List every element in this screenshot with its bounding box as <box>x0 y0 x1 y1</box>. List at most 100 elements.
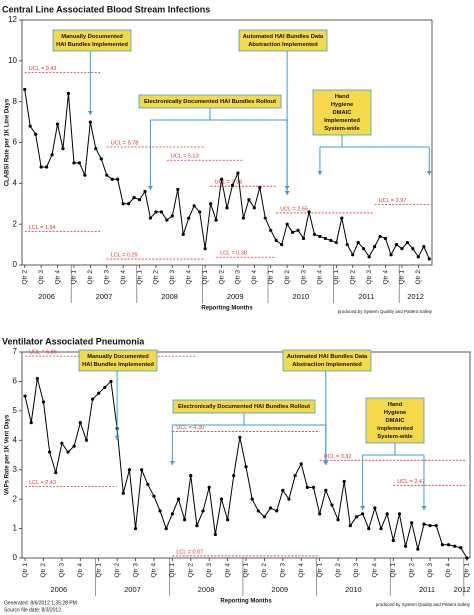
year-label: 2006 <box>38 292 55 301</box>
data-point <box>183 518 187 522</box>
data-point <box>187 216 191 220</box>
x-tick-label: Qtr 2 <box>284 270 291 285</box>
y-tick-label: 0 <box>13 260 18 269</box>
x-tick-label: Qtr 1 <box>202 270 209 285</box>
data-point <box>158 509 162 513</box>
x-tick-label: Qtr 4 <box>54 270 61 285</box>
control-limit-label: UCL = 3.86 <box>215 180 243 186</box>
data-point <box>55 122 60 126</box>
y-tick-label: 12 <box>8 15 17 24</box>
data-point <box>23 87 27 92</box>
annotation-text: HAI Bundles Implemented <box>82 362 154 368</box>
data-point <box>170 214 174 218</box>
x-tick-label: Qtr 2 <box>153 270 160 285</box>
data-point <box>405 240 409 245</box>
annotation-text: Implemented <box>324 118 360 124</box>
control-limit-label: LCL = 0.38 <box>220 251 247 257</box>
data-point <box>236 171 240 175</box>
data-point <box>428 524 432 528</box>
arrow-head <box>360 506 366 510</box>
control-limit-label: LCL = 0.29 <box>111 253 138 259</box>
data-point <box>305 485 309 489</box>
y-tick-label: 3 <box>13 465 18 474</box>
year-label: 2009 <box>271 585 288 594</box>
x-tick-label: Qtr 1 <box>169 563 176 578</box>
data-point <box>203 247 207 251</box>
data-point <box>367 255 371 259</box>
x-tick-label: Qtr 2 <box>349 270 356 285</box>
data-point <box>252 206 256 210</box>
data-point <box>453 544 457 548</box>
annotation: Hand Hygiene DMAIC Implemented System-wide <box>360 397 427 510</box>
data-point <box>232 474 236 478</box>
data-point <box>281 488 285 492</box>
year-label: 2012 <box>407 292 424 301</box>
arrow-head <box>317 171 323 175</box>
arrow-head <box>421 506 427 510</box>
annotation-text: Automated HAI Bundles Data <box>287 354 368 360</box>
data-point <box>329 238 333 243</box>
data-point <box>336 518 340 522</box>
data-point <box>176 187 180 192</box>
data-point <box>334 240 338 245</box>
data-point <box>307 210 311 214</box>
arrow-head <box>114 436 120 440</box>
x-tick-label: Qtr 4 <box>445 563 452 578</box>
control-limit-label: LCL = 2.43 <box>29 480 56 486</box>
data-point <box>201 509 205 513</box>
data-point <box>29 421 33 425</box>
data-point <box>137 198 142 202</box>
y-tick-label: 1 <box>13 524 18 533</box>
generated-note: Generated: 8/6/2012 1:35:28 PM <box>4 600 77 606</box>
data-point <box>219 497 224 501</box>
data-point <box>225 518 230 522</box>
data-point <box>209 202 213 206</box>
data-point <box>385 512 389 516</box>
annotation-box <box>312 89 372 136</box>
data-point <box>132 196 136 200</box>
data-point <box>41 400 46 404</box>
x-tick-label: Qtr 1 <box>136 270 143 285</box>
y-tick-label: 8 <box>13 97 18 106</box>
control-limit-label: UCL = 5.13 <box>171 154 199 160</box>
data-point <box>427 257 431 261</box>
data-point <box>416 547 420 551</box>
chart-title: Ventilator Associated Pneumonia <box>2 336 145 346</box>
year-label: 2011 <box>358 292 374 301</box>
x-tick-label: Qtr 2 <box>335 563 342 578</box>
data-point <box>312 232 317 236</box>
x-tick-label: Qtr 3 <box>206 563 213 578</box>
data-point <box>103 385 107 389</box>
annotation-text: Electronically Documented HAI Bundles Ro… <box>178 404 310 410</box>
data-point <box>416 255 420 259</box>
annotation-text: DMAIC <box>333 110 353 116</box>
data-point <box>285 222 289 226</box>
data-point <box>176 497 181 501</box>
annotation-text: System-wide <box>377 434 413 440</box>
annotation-box <box>138 94 282 109</box>
data-point <box>354 515 359 519</box>
data-point <box>45 165 49 169</box>
data-point <box>207 485 211 489</box>
data-point <box>446 543 451 547</box>
data-point <box>247 198 251 202</box>
x-tick-label: Qtr 2 <box>87 270 94 285</box>
y-tick-label: 2 <box>13 494 18 503</box>
data-point <box>367 526 371 531</box>
data-point <box>318 234 322 239</box>
control-limit-label: UCL = 3.32 <box>324 454 352 460</box>
data-point <box>324 488 328 492</box>
year-label: 2006 <box>50 585 67 594</box>
data-point <box>269 228 273 232</box>
data-point <box>109 379 113 384</box>
produced-by-note: produced by System Quality and Patient S… <box>376 602 471 607</box>
data-point <box>379 526 383 531</box>
data-point <box>291 230 295 234</box>
data-point <box>356 240 360 245</box>
control-limit-label: UCL = 6.86 <box>29 350 57 356</box>
x-tick-label: Qtr 4 <box>151 563 158 578</box>
year-label: 2007 <box>96 292 113 301</box>
arrow-head <box>147 186 153 190</box>
annotation: Hand Hygiene DMAIC Implemented System-wide <box>312 89 432 175</box>
data-point <box>411 247 415 251</box>
